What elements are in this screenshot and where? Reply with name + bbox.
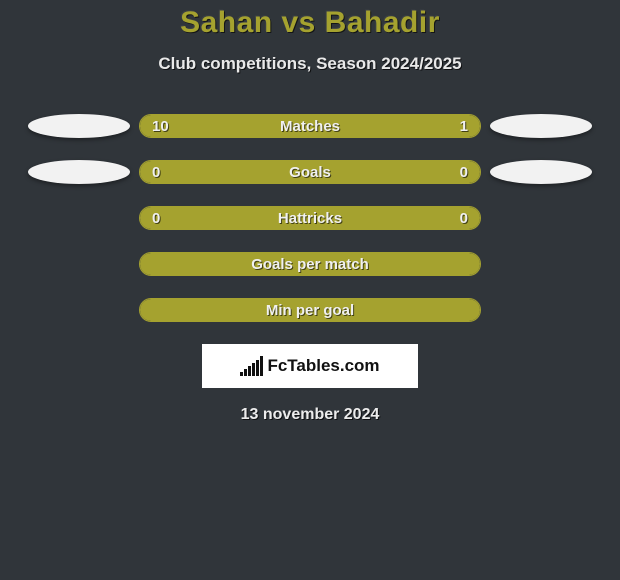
stat-value-right: 1	[460, 118, 468, 135]
subtitle: Club competitions, Season 2024/2025	[0, 54, 620, 74]
stat-row: 10Matches1	[0, 114, 620, 138]
logo-bar-segment	[240, 372, 243, 376]
stat-value-right: 0	[460, 164, 468, 181]
stat-row: 0Hattricks0	[0, 206, 620, 230]
logo-bars-icon	[240, 356, 263, 376]
stat-label: Matches	[140, 118, 480, 135]
logo-inner: FcTables.com	[240, 356, 379, 376]
logo-bar-segment	[244, 369, 247, 376]
avatar-col-right	[481, 114, 601, 138]
player-avatar-left	[28, 114, 130, 138]
avatar-col-left	[19, 114, 139, 138]
stat-label: Hattricks	[140, 210, 480, 227]
player-avatar-left	[28, 160, 130, 184]
comparison-widget: Sahan vs Bahadir Club competitions, Seas…	[0, 0, 620, 424]
player-avatar-right	[490, 160, 592, 184]
logo-bar-segment	[248, 366, 251, 376]
avatar-col-right	[481, 160, 601, 184]
stat-bar: Goals per match	[139, 252, 481, 276]
stat-value-right: 0	[460, 210, 468, 227]
stat-label: Min per goal	[140, 302, 480, 319]
stat-bar: Min per goal	[139, 298, 481, 322]
stat-bar: 10Matches1	[139, 114, 481, 138]
stat-row: 0Goals0	[0, 160, 620, 184]
logo-bar-segment	[256, 360, 259, 376]
stat-bar: 0Hattricks0	[139, 206, 481, 230]
logo-text: FcTables.com	[267, 356, 379, 376]
stat-rows-container: 10Matches10Goals00Hattricks0Goals per ma…	[0, 114, 620, 322]
logo-bar-segment	[252, 363, 255, 376]
stat-bar: 0Goals0	[139, 160, 481, 184]
stat-row: Min per goal	[0, 298, 620, 322]
player-avatar-right	[490, 114, 592, 138]
stat-label: Goals	[140, 164, 480, 181]
logo-badge: FcTables.com	[202, 344, 418, 388]
logo-bar-segment	[260, 356, 263, 376]
date-text: 13 november 2024	[0, 406, 620, 424]
page-title: Sahan vs Bahadir	[0, 6, 620, 40]
stat-label: Goals per match	[140, 256, 480, 273]
avatar-col-left	[19, 160, 139, 184]
stat-row: Goals per match	[0, 252, 620, 276]
